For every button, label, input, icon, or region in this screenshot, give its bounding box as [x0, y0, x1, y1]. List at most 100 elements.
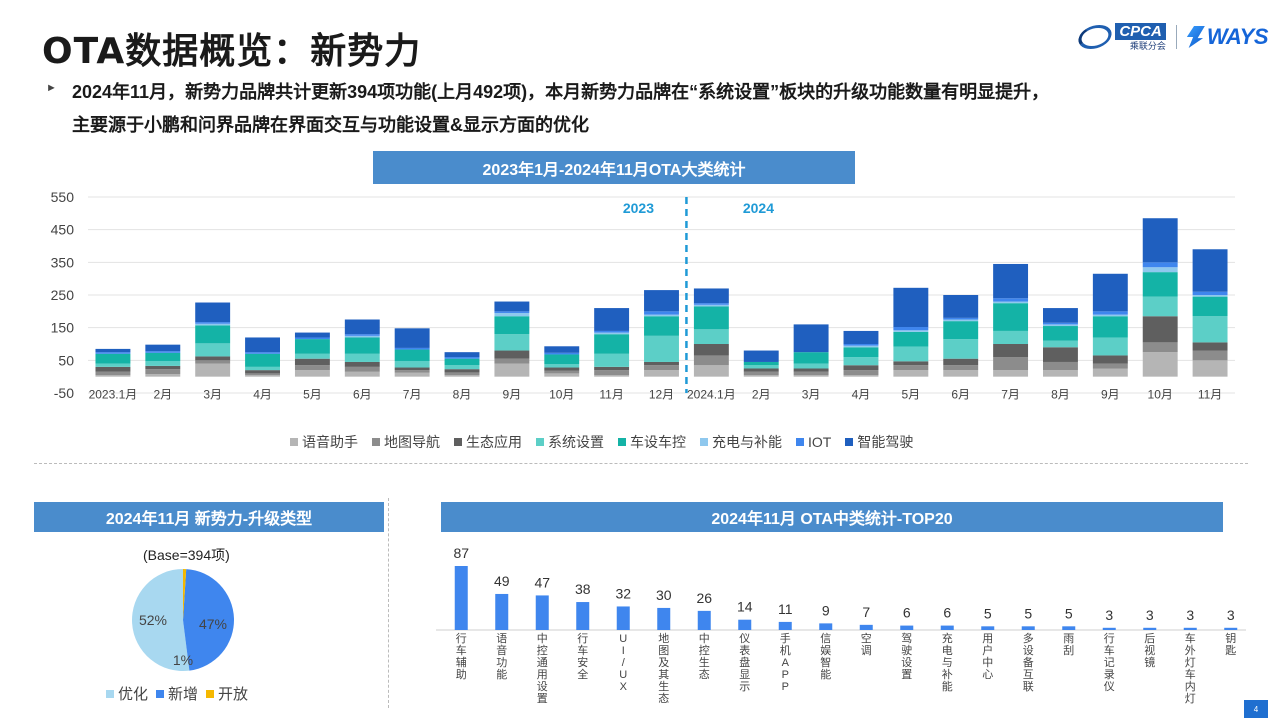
legend-swatch	[845, 438, 854, 446]
legend-item: 新增	[156, 683, 198, 704]
legend-swatch	[372, 438, 380, 446]
bar-value-label: 5	[1024, 605, 1032, 621]
ways-logo: WAYS	[1186, 24, 1269, 50]
bar-segment	[245, 352, 280, 354]
logo-divider	[1175, 25, 1177, 49]
bar-segment	[893, 370, 929, 377]
bar-segment	[943, 317, 979, 320]
bar-segment	[95, 353, 131, 364]
bar-value-label: 3	[1227, 607, 1235, 623]
bar-segment	[693, 365, 729, 377]
legend-item: 生态应用	[454, 432, 522, 452]
bar-value-label: 32	[615, 585, 631, 601]
bar	[1183, 627, 1197, 630]
legend-label: IOT	[808, 434, 832, 450]
bar-segment	[444, 372, 480, 376]
bar	[940, 625, 954, 630]
bar-segment	[893, 331, 929, 347]
bar-segment	[394, 328, 430, 348]
bar-segment	[943, 365, 979, 371]
bar-segment	[693, 344, 729, 356]
bar-value-label: 30	[656, 587, 672, 603]
bar-segment	[644, 365, 679, 371]
bar-segment	[145, 352, 181, 361]
pie-slice	[132, 569, 190, 671]
legend-label: 系统设置	[548, 434, 604, 450]
y-tick-label: 50	[58, 352, 74, 368]
legend-swatch	[206, 689, 215, 698]
bar-segment	[693, 355, 729, 366]
x-tick-label: 8月	[453, 388, 472, 402]
x-tick-label: 9月	[503, 388, 522, 402]
bar-segment	[394, 349, 430, 361]
bar-value-label: 26	[696, 590, 712, 606]
bar-segment	[993, 344, 1029, 358]
x-tick-label: 5月	[303, 388, 322, 402]
bar-segment	[195, 356, 231, 361]
bar-segment	[693, 288, 729, 304]
bar-segment	[145, 351, 181, 353]
bar-segment	[245, 373, 280, 376]
legend-label: 新增	[168, 686, 199, 703]
bar	[1102, 627, 1116, 630]
summary-line-1: 2024年11月，新势力品牌共计更新394项功能(上月492项)，本月新势力品牌…	[72, 82, 1050, 102]
y-tick-label: 150	[51, 320, 75, 336]
legend-item: 地图导航	[372, 432, 440, 452]
y-tick-label: -50	[54, 385, 74, 401]
y-tick-label: 450	[51, 222, 75, 238]
x-tick-label: U I / U X	[619, 633, 627, 693]
x-tick-label: 信娱智能	[820, 632, 831, 681]
legend-item: 语音助手	[290, 432, 358, 452]
legend-swatch	[290, 438, 298, 446]
main-stacked-bar-chart: -50 50 150 250 350 450 550 2023.1月 2月 3月 4月 5月 6月 7月 8…	[51, 189, 1235, 402]
x-tick-label: 空调	[861, 631, 872, 657]
x-tick-label: 3月	[802, 388, 821, 402]
bar-segment	[743, 350, 779, 362]
bar-segment	[494, 358, 530, 364]
bar-segment	[743, 375, 779, 377]
bar-segment	[444, 369, 480, 373]
x-tick-label: 后视镜	[1144, 632, 1155, 669]
bar-segment	[644, 361, 679, 366]
bar-value-label: 3	[1105, 607, 1113, 623]
x-tick-label: 2月	[752, 388, 771, 402]
bar-segment	[95, 352, 131, 354]
x-tick-label: 行车记录仪	[1104, 632, 1115, 693]
bar-segment	[843, 345, 879, 348]
legend-label: 车设车控	[630, 434, 686, 450]
bar	[616, 606, 630, 630]
cpca-logo: CPCA 乘联分会	[1074, 23, 1166, 51]
x-tick-label: 3月	[203, 388, 222, 402]
bar-segment	[544, 346, 580, 353]
bar	[819, 623, 833, 630]
x-tick-label: 雨刮	[1063, 633, 1074, 657]
bar-segment	[594, 334, 630, 354]
bar-segment	[1142, 342, 1178, 353]
bar-segment	[1142, 316, 1178, 343]
bar-segment	[1142, 262, 1178, 268]
bar-segment	[294, 353, 330, 359]
bar-segment	[843, 330, 879, 344]
legend-label: 充电与补能	[712, 434, 782, 450]
ways-logo-text: WAYS	[1206, 24, 1269, 49]
bar-segment	[294, 337, 330, 340]
bar-segment	[644, 335, 679, 362]
bar-segment	[544, 367, 580, 371]
bar-segment	[893, 365, 929, 371]
bar-segment	[743, 371, 779, 376]
bar-segment	[1192, 296, 1228, 317]
x-tick-label: 11月	[1198, 388, 1222, 402]
main-chart-title-text: 2023年1月-2024年11月OTA大类统计	[482, 161, 746, 179]
bar-segment	[195, 325, 231, 344]
bar-segment	[1092, 368, 1128, 377]
bar-segment	[843, 375, 879, 377]
x-tick-label: 2024.1月	[687, 388, 736, 402]
page-title: OTA数据概览：新势力	[42, 31, 422, 72]
bar-segment	[195, 343, 231, 357]
bar-segment	[344, 319, 380, 335]
bar-segment	[943, 321, 979, 340]
bar-segment	[693, 306, 729, 330]
bar-segment	[494, 334, 530, 351]
x-tick-label: 充电与补能	[942, 631, 953, 693]
x-tick-label: 行车安全	[577, 632, 588, 681]
